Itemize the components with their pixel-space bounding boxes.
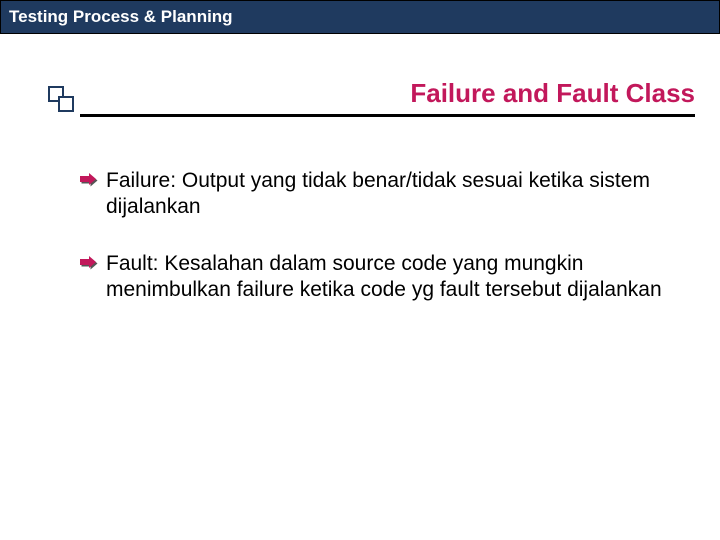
header-title: Testing Process & Planning (9, 7, 233, 27)
header-bar: Testing Process & Planning (0, 0, 720, 34)
bullet-text: Fault: Kesalahan dalam source code yang … (106, 251, 680, 304)
slide: Testing Process & Planning Failure and F… (0, 0, 720, 540)
title-area: Failure and Fault Class (48, 84, 695, 134)
bullet-item: Failure: Output yang tidak benar/tidak s… (80, 168, 680, 221)
bullet-text: Failure: Output yang tidak benar/tidak s… (106, 168, 680, 221)
title-decor-squares (48, 86, 76, 114)
slide-title: Failure and Fault Class (410, 78, 695, 109)
bullet-item: Fault: Kesalahan dalam source code yang … (80, 251, 680, 304)
content-body: Failure: Output yang tidak benar/tidak s… (80, 168, 680, 333)
arrow-icon (80, 172, 98, 188)
title-rule (80, 114, 695, 117)
arrow-icon (80, 255, 98, 271)
